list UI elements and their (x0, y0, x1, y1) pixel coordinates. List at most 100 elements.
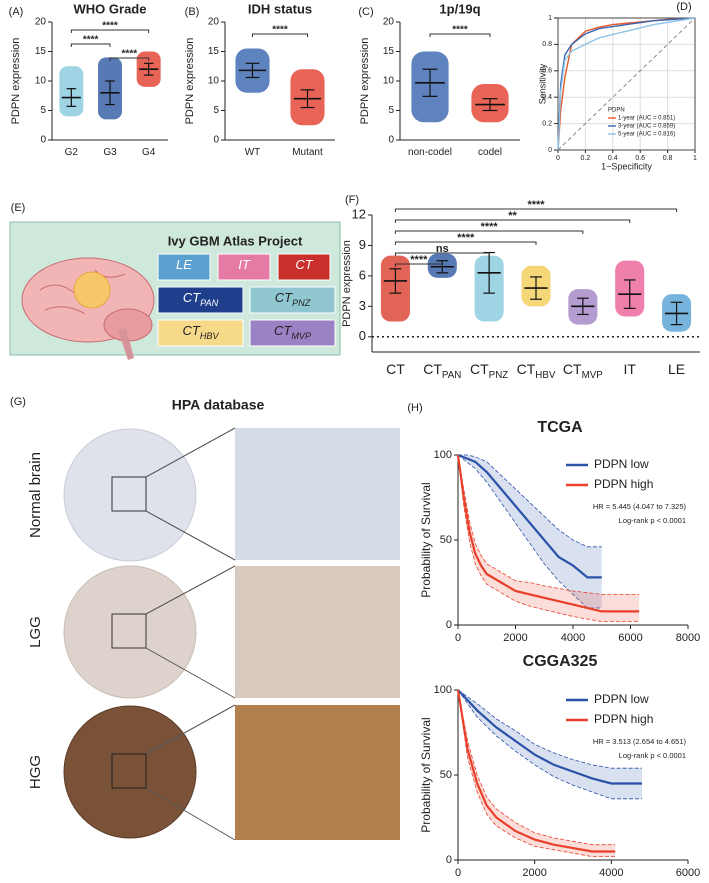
panel-label: (E) (11, 202, 26, 214)
significance-label: **** (272, 25, 288, 36)
y-tick-label: 0.8 (542, 41, 552, 48)
zoom-line (145, 565, 236, 615)
x-tick-label: codel (478, 147, 502, 158)
tumor (73, 271, 111, 309)
significance-label: **** (452, 25, 468, 36)
roc-curve (557, 17, 696, 151)
x-tick-label: 6000 (676, 867, 700, 879)
panel-label: (F) (345, 194, 359, 206)
y-tick-label: 0 (40, 135, 46, 146)
confidence-band (458, 455, 602, 608)
x-tick-label-sub: PNZ (489, 370, 509, 381)
y-tick-label: 20 (383, 17, 395, 28)
x-tick-label: IT (623, 361, 636, 377)
region-box (157, 319, 244, 347)
survival-curve (456, 689, 616, 853)
panel-label: (G) (10, 396, 26, 408)
reference-diagonal (557, 17, 696, 151)
region-label-base: CT (275, 290, 293, 305)
legend-label: 3-year (AUC = 0.859) (618, 124, 675, 130)
zoom-image (235, 428, 400, 560)
y-axis-label: PDPN expression (359, 38, 371, 125)
y-tick-label: 10 (383, 76, 395, 87)
x-tick-label: LE (668, 361, 685, 377)
x-tick-label: 0.6 (635, 155, 645, 162)
region-label-sub: MVP (291, 331, 311, 341)
zoom-image (235, 705, 400, 840)
x-tick-label: 0.4 (608, 155, 618, 162)
y-tick-label: 50 (440, 769, 452, 781)
survival-curve (457, 689, 642, 785)
tissue-core (63, 705, 197, 839)
y-tick-label: 15 (208, 46, 220, 57)
x-tick-label-base: WT (245, 147, 261, 158)
region-label-sub: PAN (200, 298, 218, 308)
y-axis-label: PDPN expression (184, 38, 196, 125)
significance-bracket (394, 230, 584, 234)
significance-bracket (429, 33, 491, 37)
region-box (249, 286, 336, 314)
significance-bracket (394, 219, 631, 223)
y-tick-label: 0.6 (542, 68, 552, 75)
y-tick-label: 100 (434, 684, 452, 696)
zoom-line (145, 647, 236, 699)
x-tick-label-base: non-codel (408, 147, 452, 158)
significance-label: **** (83, 35, 99, 46)
region-label: LE (176, 257, 192, 272)
y-tick-label: 15 (383, 46, 395, 57)
x-tick-label-base: CT (386, 361, 405, 377)
zoom-line (145, 704, 236, 755)
zoom-box (111, 476, 147, 512)
y-axis-label: Probability of Survival (419, 717, 433, 832)
x-tick-label-base: CT (563, 361, 582, 377)
y-tick-label: 5 (388, 105, 394, 116)
panel-label: (D) (676, 1, 691, 13)
significance-bracket (394, 241, 537, 245)
annotation: HR = 5.445 (4.047 to 7.325) (593, 502, 687, 511)
confidence-band (458, 690, 616, 857)
region-box (217, 253, 271, 281)
region-label: CTMVP (274, 323, 311, 341)
chart-title: IDH status (248, 1, 312, 16)
zoom-box (111, 753, 147, 789)
x-tick-label: 0 (455, 867, 461, 879)
x-tick-label: CTPAN (423, 361, 461, 381)
significance-bracket (394, 263, 443, 267)
x-tick-label-base: IT (623, 361, 636, 377)
x-tick-label-base: G4 (142, 147, 156, 158)
legend-label: PDPN low (594, 457, 649, 471)
zoom-line (145, 510, 236, 561)
significance-bracket (394, 252, 490, 256)
x-tick-label: 4000 (561, 632, 585, 644)
chart-title: TCGA (537, 419, 583, 436)
region-label: CTHBV (182, 323, 219, 341)
confidence-line (457, 689, 642, 769)
region-label-base: CT (274, 323, 292, 338)
significance-bracket (252, 33, 308, 37)
significance-label: **** (527, 199, 545, 211)
region-label-base: CT (182, 323, 200, 338)
tissue-core (63, 428, 197, 562)
legend-title: PDPN (608, 108, 625, 114)
y-tick-label: 5 (40, 105, 46, 116)
x-tick-label: 0.8 (663, 155, 673, 162)
y-tick-label: 0 (446, 854, 452, 866)
region-label-sub: HBV (200, 331, 220, 341)
significance-label: **** (457, 232, 475, 244)
y-tick-label: 100 (434, 449, 452, 461)
significance-bracket (70, 29, 150, 33)
panel-label: (A) (9, 6, 24, 18)
y-tick-label: 0.4 (542, 94, 552, 101)
confidence-line (458, 454, 602, 548)
x-tick-label-base: G2 (65, 147, 79, 158)
x-tick-label-sub: MVP (582, 370, 604, 381)
y-tick-label: 3 (359, 298, 366, 313)
legend-label: PDPN high (594, 712, 653, 726)
x-tick-label: CTMVP (563, 361, 603, 381)
legend-label: 5-year (AUC = 0.816) (618, 132, 675, 138)
legend-label: PDPN high (594, 477, 653, 491)
x-tick-label: 2000 (503, 632, 527, 644)
annotation: Log-rank p < 0.0001 (619, 751, 686, 760)
y-tick-label: 0 (213, 135, 219, 146)
